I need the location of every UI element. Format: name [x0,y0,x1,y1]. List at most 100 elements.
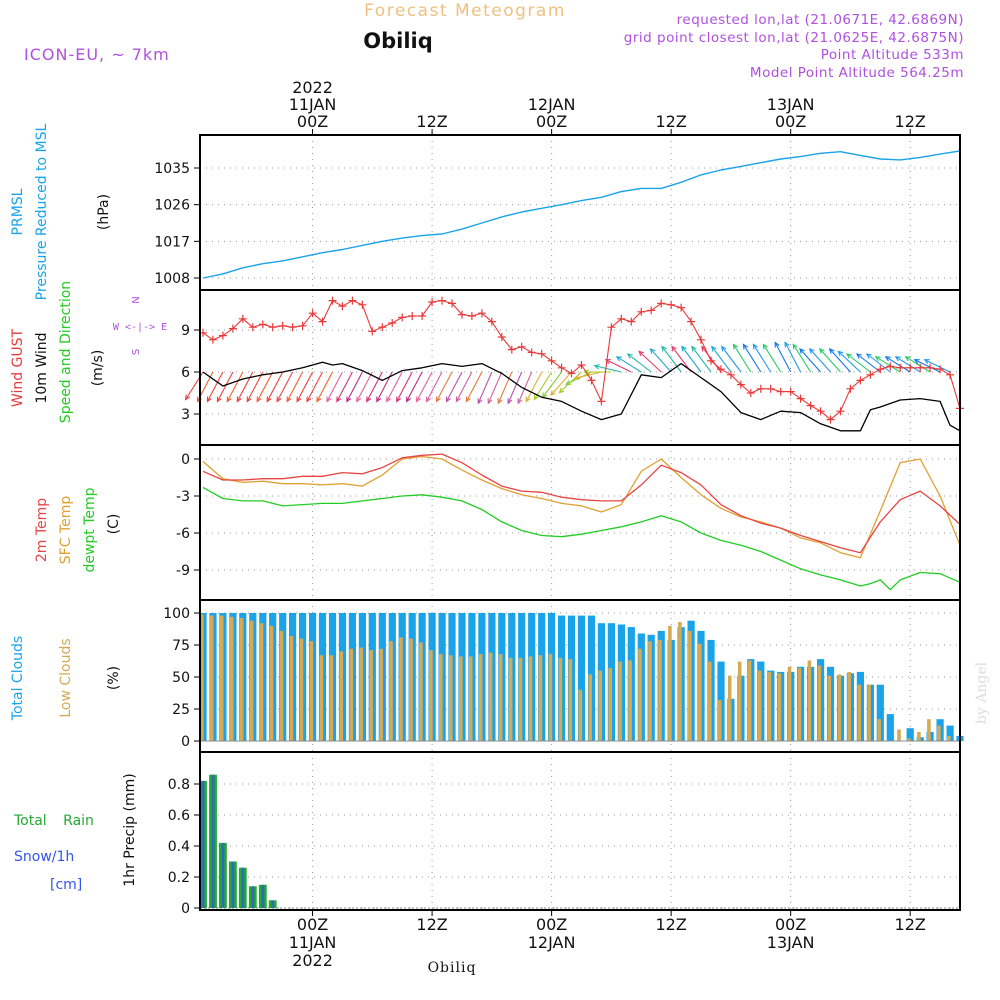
low-clouds-bar [498,654,503,741]
wind-direction-arrow [266,371,284,402]
wind-direction-arrow [416,371,433,402]
low-clouds-bar [279,630,284,741]
wind-arrow-head [376,396,382,403]
wind-gust-marker [607,323,616,332]
snow-bar [251,886,255,908]
low-clouds-bar [937,725,941,741]
compass-north: N [131,296,142,303]
wind-direction-arrow [792,344,812,373]
total-clouds-label: Total Clouds [10,636,26,721]
low-clouds-bar [727,675,732,741]
wind-gust-marker [926,363,935,372]
footer-station: Obiliq [428,960,477,976]
low-clouds-bar [648,641,652,741]
pressure-ytick-label: 1008 [154,271,190,287]
low-clouds-bar [877,719,881,741]
wind-arrow-head [649,347,656,354]
wind-direction-arrow [206,371,224,402]
top-time-label: 12Z [416,112,447,131]
bottom-time-label: 00Z [297,915,328,934]
low-clouds-bar [668,625,672,741]
wind-direction-arrow [594,365,622,373]
snow-bar [271,900,275,909]
low-clouds-bar [259,623,264,741]
wind-arrow-head [206,396,212,403]
wind-gust-marker [238,314,247,323]
wind-gust-marker [836,407,845,416]
wind-direction-arrow [837,350,861,373]
wind-direction-arrow [542,371,563,398]
wind-gust-marker [527,348,536,357]
clouds-ytick-label: 75 [172,638,190,654]
low-clouds-bar [708,661,712,741]
wind-gust-marker [557,363,566,372]
wind-direction-arrow [875,356,901,373]
total-clouds-bar [886,714,894,741]
wind-gust-marker [806,401,815,410]
low-clouds-bar [369,650,373,741]
wind-gust-marker [348,296,357,305]
precip-ytick-label: 0.6 [168,808,190,824]
wind-gust-marker [537,349,546,358]
clouds-ytick-label: 50 [172,670,190,686]
wind-direction-arrow [286,371,304,402]
low-clouds-bar [339,651,343,741]
wind-gust-marker [906,363,915,372]
clouds-ytick-label: 25 [172,702,190,718]
wind-gust-marker [497,333,506,341]
wind-gust-marker [826,415,835,424]
wind-gust-marker [617,314,626,323]
wind-gust-marker [756,384,765,393]
wind-arrow-head [799,347,805,354]
low-clouds-bar [867,684,871,741]
snow-bar [231,861,235,908]
wind-arrow-head [884,356,891,362]
wind-direction-arrow [436,371,453,402]
dewpt-label: dewpt Temp [82,487,98,572]
wind-direction-arrow [605,359,632,373]
wind-direction-arrow [426,371,443,402]
wind-gust-marker [746,389,755,397]
wind-gust-marker [388,319,397,327]
wind-arrow-head [742,343,748,350]
wind-direction-arrow [650,348,672,373]
low-clouds-bar [737,661,742,741]
precip-panel-frame [199,751,961,911]
wind-direction-arrow [326,371,343,402]
sfc-temp-line [202,455,961,559]
low-clouds-label: Low Clouds [58,638,74,717]
wind-gust-marker [796,394,805,403]
low-clouds-bar [917,732,921,741]
wind-arrow-head [533,394,539,401]
low-clouds-bar [409,638,413,741]
wind-arrow-head [923,359,930,364]
pressure-axis-labels: PRMSL Pressure Reduced to MSL (hPa) [10,123,112,300]
wind-direction-arrow [336,371,353,402]
wind-direction-arrow [386,371,403,402]
wind-arrow-head [435,396,441,403]
bottom-time-label: 2022 [292,951,333,970]
wind-direction-arrow [799,348,822,373]
wind-gust-marker [208,335,217,344]
wind-direction-arrow [819,348,841,373]
wind-arrow-head [626,353,633,359]
wind-gust-marker [726,370,735,379]
compass-east-west: W <-|-> E [113,322,167,333]
low-clouds-bar [807,660,812,741]
credit-watermark: by Angel [974,661,990,724]
wind-arrow-head [366,396,372,403]
wind-arrow-head [681,345,687,352]
temp2m-line [202,453,961,554]
wind-arrow-head [477,398,483,405]
precip-ytick-label: 0.4 [168,839,190,855]
wind-arrow-head [286,396,292,403]
wind-direction-arrow [616,356,642,373]
wind-arrow-head [894,356,901,362]
wind-arrow-head [671,345,677,352]
temperature-axis-labels: 2m Temp SFC Temp dewpt Temp (C) [34,487,122,572]
wind-gust-marker [597,397,606,406]
snow-bar [211,774,215,908]
wind-arrow-head [226,396,232,403]
wind-arrow-head [638,350,644,357]
wind-direction-arrow [356,371,373,402]
